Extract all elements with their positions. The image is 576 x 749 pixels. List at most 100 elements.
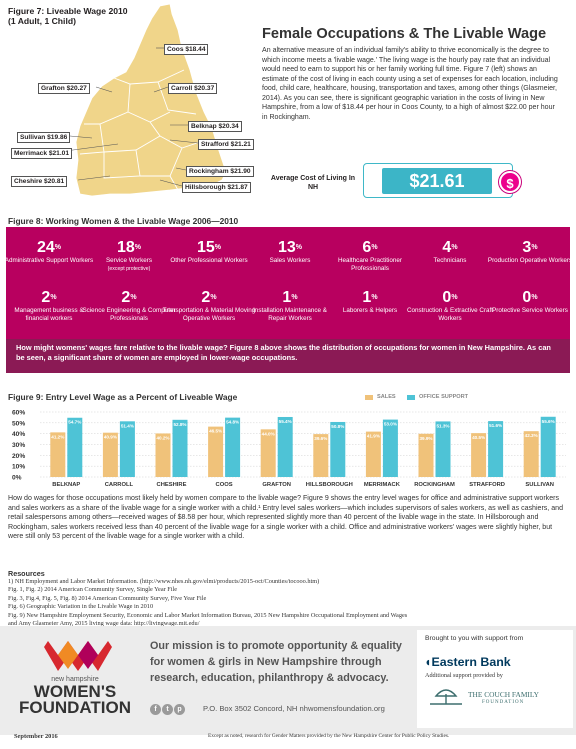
occupation-percent-wrap: 4% [403,239,497,256]
percent-sign: % [130,294,137,301]
occupation-percent: 0 [522,289,532,306]
bar-office-support [540,416,556,477]
org-name: WOMEN'S FOUNDATION [18,682,132,717]
occupation-cell: 2% Transportation & Material Moving Opera… [162,289,256,322]
occupation-cell: 15% Other Professional Workers [162,239,256,265]
resources-list: 1) NH Employment and Labor Market Inform… [8,578,568,628]
x-category-label: COOS [216,482,233,488]
bar-office-support [330,421,346,477]
issue-date: September 2016 [14,733,58,740]
county-label-merrimack: Merrimack $21.01 [11,148,72,159]
x-category-label: CARROLL [105,482,134,488]
county-label-cheshire: Cheshire $20.81 [11,176,68,187]
percent-sign: % [291,294,298,301]
county-label-strafford: Strafford $21.21 [198,139,254,150]
bar-sales [102,432,118,477]
bar-value-label: 39.9% [419,436,432,441]
occupation-cell: 1% Installation Maintenance & Repair Work… [243,289,337,322]
occupation-percent-wrap: 2% [82,289,176,306]
bar-sales [260,429,276,477]
occupation-percent-wrap: 0% [483,289,576,306]
bar-sales [418,433,434,477]
bar-value-label: 41.2% [51,434,64,439]
figure9-title: Figure 9: Entry Level Wage as a Percent … [8,392,238,402]
bar-value-label: 54.8% [226,420,239,425]
bar-office-support [435,421,451,477]
bar-value-label: 40.2% [156,435,169,440]
facebook-icon[interactable]: f [150,704,161,715]
occupation-cell: 18% Service Workers (except protective) [82,239,176,273]
bar-office-support [119,421,135,477]
bar-value-label: 51.3% [436,423,449,428]
occupation-label: Laborers & Helpers [342,307,398,314]
resource-item: and Amy Glasmeier Amy, 2015 living wage … [8,620,200,628]
x-category-label: MERRIMACK [364,482,401,488]
legend-swatch-office-support [407,395,415,400]
occupation-percent: 2 [41,289,51,306]
occupation-cell: 2% Management business & financial worker… [2,289,96,322]
occupation-label: Administrative Support Workers [4,257,94,264]
occupation-cell: 13% Sales Workers [243,239,337,265]
bar-value-label: 50.8% [331,424,344,429]
occupation-percent: 4 [442,239,452,256]
resource-item: 1) NH Employment and Labor Market Inform… [8,578,320,585]
occupation-label: Production Operative Workers [487,257,573,264]
occupation-percent: 6 [362,239,372,256]
bar-office-support [382,419,398,477]
occupation-percent-wrap: 3% [483,239,576,256]
occupation-cell: 2% Science Engineering & Computer Profess… [82,289,176,322]
occupation-cell: 1% Laborers & Helpers [323,289,417,315]
occupation-label: Technicians [433,257,467,264]
occupation-percent: 2 [201,289,211,306]
bar-value-label: 46.5% [209,429,222,434]
couch-foundation-sub: FOUNDATION [482,700,525,705]
bar-value-label: 55.4% [279,419,292,424]
org-name-small: new hampshire [51,676,99,683]
mission-statement: Our mission is to promote opportunity & … [150,640,402,684]
y-tick-label: 0% [12,475,22,482]
occupation-percent-wrap: 24% [2,239,96,256]
twitter-icon[interactable]: t [162,704,173,715]
eastern-bank-e-icon: ◖ [424,655,432,669]
percent-sign: % [214,244,222,251]
bar-value-label: 40.5% [472,435,485,440]
percent-sign: % [295,244,303,251]
bar-office-support [277,416,293,477]
percent-sign: % [54,244,62,251]
percent-sign: % [210,294,217,301]
county-label-coos: Coos $18.44 [164,44,209,55]
dollar-coin-icon: $ [499,171,521,193]
bar-value-label: 51.4% [121,423,134,428]
bar-sales [523,431,539,477]
bar-value-label: 54.7% [68,420,81,425]
article-title: Female Occupations & The Livable Wage [262,26,547,42]
x-category-label: HILLSBOROUGH [306,482,353,488]
occupation-label: Other Professional Workers [170,257,248,264]
occupation-label: Installation Maintenance & Repair Worker… [253,307,327,322]
bar-office-support [67,417,83,477]
legend-label-sales: SALES [377,394,396,400]
bar-value-label: 44.0% [262,431,275,436]
occupation-percent: 1 [282,289,292,306]
occupation-percent: 15 [196,239,215,256]
occupation-percent-wrap: 1% [323,289,417,306]
occupation-percent-wrap: 1% [243,289,337,306]
occupation-label: Management business & financial workers [14,307,84,322]
percent-sign: % [371,294,378,301]
figure9-paragraph: How do wages for those occupations most … [8,495,563,541]
bar-value-label: 42.3% [525,433,538,438]
figure8-note-band [6,339,570,373]
resource-item: Fig. 6) Geographic Variation in the Liva… [8,603,154,611]
occupation-percent-wrap: 2% [162,289,256,306]
percent-sign: % [134,244,142,251]
y-tick-label: 50% [12,420,25,427]
percent-sign: % [371,244,378,251]
legend-swatch-sales [365,395,373,400]
couch-foundation-tree-icon [430,689,462,705]
bar-value-label: 55.6% [542,419,555,424]
occupation-percent: 0 [442,289,452,306]
percent-sign: % [451,294,458,301]
pinterest-icon[interactable]: p [174,704,185,715]
womens-foundation-logo-icon [44,641,112,671]
x-category-label: SULLIVAN [525,482,554,488]
